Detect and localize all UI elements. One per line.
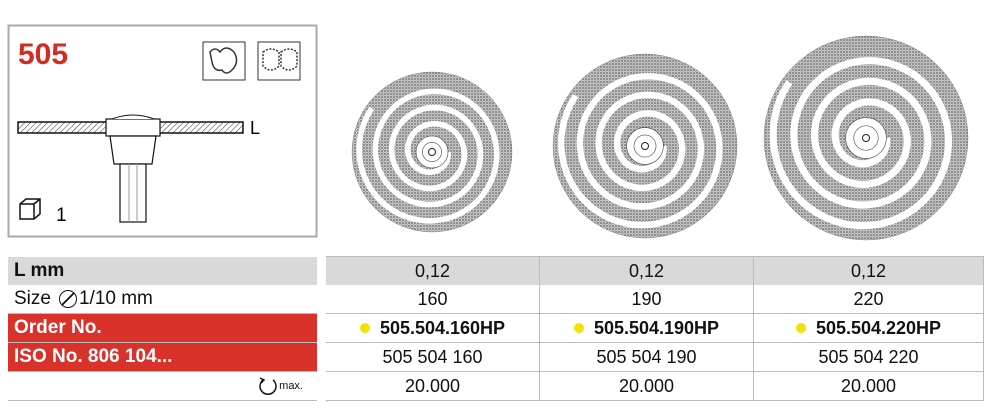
table-cell: 505.504.220HP — [754, 314, 984, 343]
cell-text: 505.504.160HP — [379, 317, 506, 338]
row-label: Size 1/10 mm — [8, 285, 317, 314]
cell-text: 160 — [417, 288, 448, 309]
table-cell: 505.504.160HP — [326, 314, 540, 343]
cell-text: 20.000 — [840, 375, 897, 396]
cell-text: 0,12 — [414, 260, 451, 281]
status-dot — [359, 323, 370, 333]
cell-text: 0,12 — [850, 260, 887, 281]
table-cell: 20.000 — [754, 372, 984, 401]
cell-text: 20.000 — [404, 375, 461, 396]
cell-text: 220 — [853, 288, 884, 309]
table-cell: 505 504 220 — [754, 343, 984, 372]
disc-image — [552, 53, 738, 239]
disc-image — [763, 35, 969, 241]
row-label-text: Order No. — [14, 317, 102, 338]
row-label: max. — [8, 372, 317, 401]
product-code: 505 — [18, 38, 68, 71]
shank — [119, 163, 147, 223]
cell-text: 505 504 190 — [596, 346, 697, 367]
row-label: L mm — [8, 257, 317, 286]
row-label-text: Size — [14, 288, 51, 309]
table-cell: 505.504.190HP — [540, 314, 754, 343]
cell-text: 505 504 220 — [818, 346, 919, 367]
table-cell: 505 504 190 — [540, 343, 754, 372]
diameter-symbol — [58, 290, 77, 308]
row-label-text: max. — [279, 380, 303, 392]
icon-denture — [202, 41, 246, 81]
row-label: Order No. — [8, 314, 317, 343]
status-dot — [573, 323, 584, 333]
row-label-text: L mm — [14, 260, 65, 281]
dimension-label: L — [250, 118, 260, 138]
pack-quantity: 1 — [56, 205, 67, 226]
row-label-text: ISO No. 806 104... — [14, 346, 173, 367]
cell-text: 505.504.190HP — [593, 317, 720, 338]
disc-image — [351, 71, 513, 233]
cell-text: 505.504.220HP — [815, 317, 942, 338]
cell-text: 505 504 160 — [382, 346, 483, 367]
cell-text: 20.000 — [618, 375, 675, 396]
table-cell: 190 — [540, 285, 754, 314]
table-cell: 160 — [326, 285, 540, 314]
table-cell: 505 504 160 — [326, 343, 540, 372]
row-label: ISO No. 806 104... — [8, 343, 317, 372]
table-cell: 0,12 — [540, 257, 754, 286]
figure: 505 L 1 — [7, 24, 969, 241]
pack-icon — [19, 198, 41, 220]
row-unit: 1/10 mm — [78, 288, 153, 309]
cell-text: 190 — [631, 288, 662, 309]
rotation-icon — [259, 377, 277, 395]
cell-text: 0,12 — [628, 260, 665, 281]
table-cell: 20.000 — [540, 372, 754, 401]
table-cell: 20.000 — [326, 372, 540, 401]
table-cell: 0,12 — [754, 257, 984, 286]
status-dot — [795, 323, 806, 333]
table-cell: 220 — [754, 285, 984, 314]
table-cell: 0,12 — [326, 257, 540, 286]
